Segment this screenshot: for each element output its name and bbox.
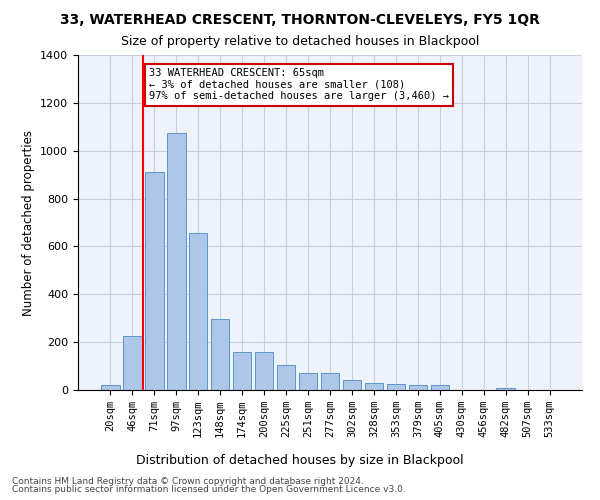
Y-axis label: Number of detached properties: Number of detached properties (22, 130, 35, 316)
Bar (145, 172, 164, 390)
Bar (320, 373, 340, 390)
Bar (343, 380, 361, 390)
Text: 33, WATERHEAD CRESCENT, THORNTON-CLEVELEYS, FY5 1QR: 33, WATERHEAD CRESCENT, THORNTON-CLEVELE… (60, 12, 540, 26)
Bar (431, 385, 449, 390)
Bar (496, 388, 515, 390)
Bar (233, 352, 251, 390)
Bar (386, 384, 405, 390)
Text: Size of property relative to detached houses in Blackpool: Size of property relative to detached ho… (121, 35, 479, 48)
Bar (277, 365, 295, 390)
Bar (101, 385, 119, 390)
Bar (409, 385, 427, 390)
Bar (299, 373, 317, 390)
Bar (167, 133, 185, 390)
Text: 33 WATERHEAD CRESCENT: 65sqm
← 3% of detached houses are smaller (108)
97% of se: 33 WATERHEAD CRESCENT: 65sqm ← 3% of det… (149, 68, 449, 102)
Text: Distribution of detached houses by size in Blackpool: Distribution of detached houses by size … (136, 454, 464, 467)
Bar (365, 383, 383, 390)
Text: Contains public sector information licensed under the Open Government Licence v3: Contains public sector information licen… (12, 485, 406, 494)
Bar (123, 336, 142, 390)
Bar (211, 320, 229, 390)
Text: Contains HM Land Registry data © Crown copyright and database right 2024.: Contains HM Land Registry data © Crown c… (12, 477, 364, 486)
Bar (255, 352, 274, 390)
Bar (189, 234, 208, 390)
